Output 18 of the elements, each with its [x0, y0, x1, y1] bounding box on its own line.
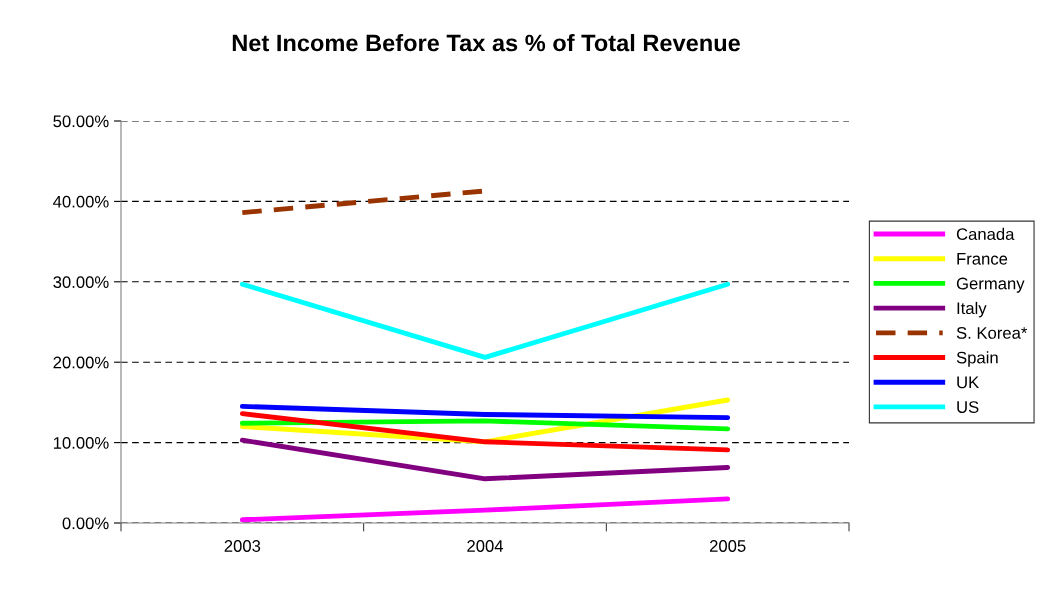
- y-tick-label: 50.00%: [53, 115, 109, 128]
- y-tick-label: 20.00%: [53, 356, 109, 369]
- legend-label: Italy: [957, 301, 987, 318]
- x-tick-label: 2004: [467, 540, 504, 552]
- legend-label: Canada: [956, 227, 1015, 241]
- legend-label: S. Korea*: [956, 327, 1028, 339]
- legend-label: UK: [957, 376, 980, 389]
- y-tick-label: 30.00%: [53, 276, 109, 288]
- legend-label: France: [957, 253, 1008, 265]
- x-tick-label: 2003: [224, 540, 261, 552]
- y-tick-label: 40.00%: [53, 195, 109, 208]
- legend-label: Spain: [956, 351, 998, 367]
- legend-label: Germany: [956, 277, 1025, 293]
- y-tick-label: 10.00%: [53, 437, 109, 449]
- legend-label: US: [957, 401, 979, 413]
- y-tick-label: 0.00%: [62, 517, 109, 530]
- chart-title: Net Income Before Tax as % of Total Revenue: [232, 34, 740, 52]
- x-tick-label: 2005: [709, 540, 746, 552]
